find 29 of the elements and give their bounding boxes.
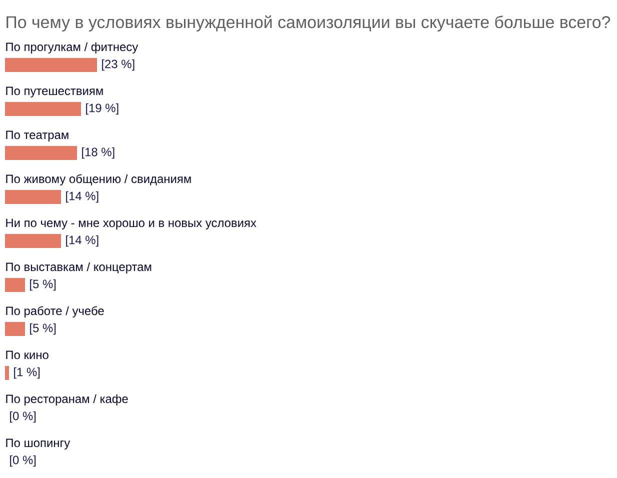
y-tick-label: По путешествиям bbox=[6, 86, 103, 98]
bar bbox=[5, 102, 82, 116]
bar bbox=[5, 58, 98, 72]
bar bbox=[5, 146, 78, 160]
bar bbox=[5, 366, 10, 380]
data-label: [18 %] bbox=[82, 147, 114, 159]
data-label: [5 %] bbox=[30, 279, 56, 291]
bar bbox=[5, 190, 62, 204]
data-label: [19 %] bbox=[86, 103, 118, 115]
data-label: [0 %] bbox=[10, 411, 36, 423]
y-tick-label: По ресторанам / кафе bbox=[6, 394, 128, 406]
text: По чему в условиях вынужденной самоизоляции вы скучаете больше всего? bbox=[6, 15, 610, 32]
bar bbox=[5, 234, 62, 248]
y-tick-label: По работе / учебе bbox=[6, 306, 104, 318]
data-label: [5 %] bbox=[30, 323, 56, 335]
y-tick-label: По живому общению / свиданиям bbox=[6, 174, 191, 186]
data-label: [14 %] bbox=[66, 235, 98, 247]
y-tick-label: По театрам bbox=[6, 130, 68, 142]
data-label: [0 %] bbox=[10, 455, 36, 467]
y-tick-label: По кино bbox=[6, 350, 48, 360]
y-tick-label: По выставкам / концертам bbox=[6, 262, 152, 274]
data-label: [23 %] bbox=[102, 59, 134, 71]
data-label: [1 %] bbox=[14, 367, 40, 379]
y-tick-label: Ни по чему - мне хорошо и в новых условиях bbox=[6, 218, 256, 230]
bar bbox=[5, 322, 26, 336]
y-tick-label: По шопингу bbox=[6, 438, 70, 450]
bar bbox=[5, 278, 26, 292]
data-label: [14 %] bbox=[66, 191, 98, 203]
y-tick-label: По прогулкам / фитнесу bbox=[6, 42, 138, 54]
